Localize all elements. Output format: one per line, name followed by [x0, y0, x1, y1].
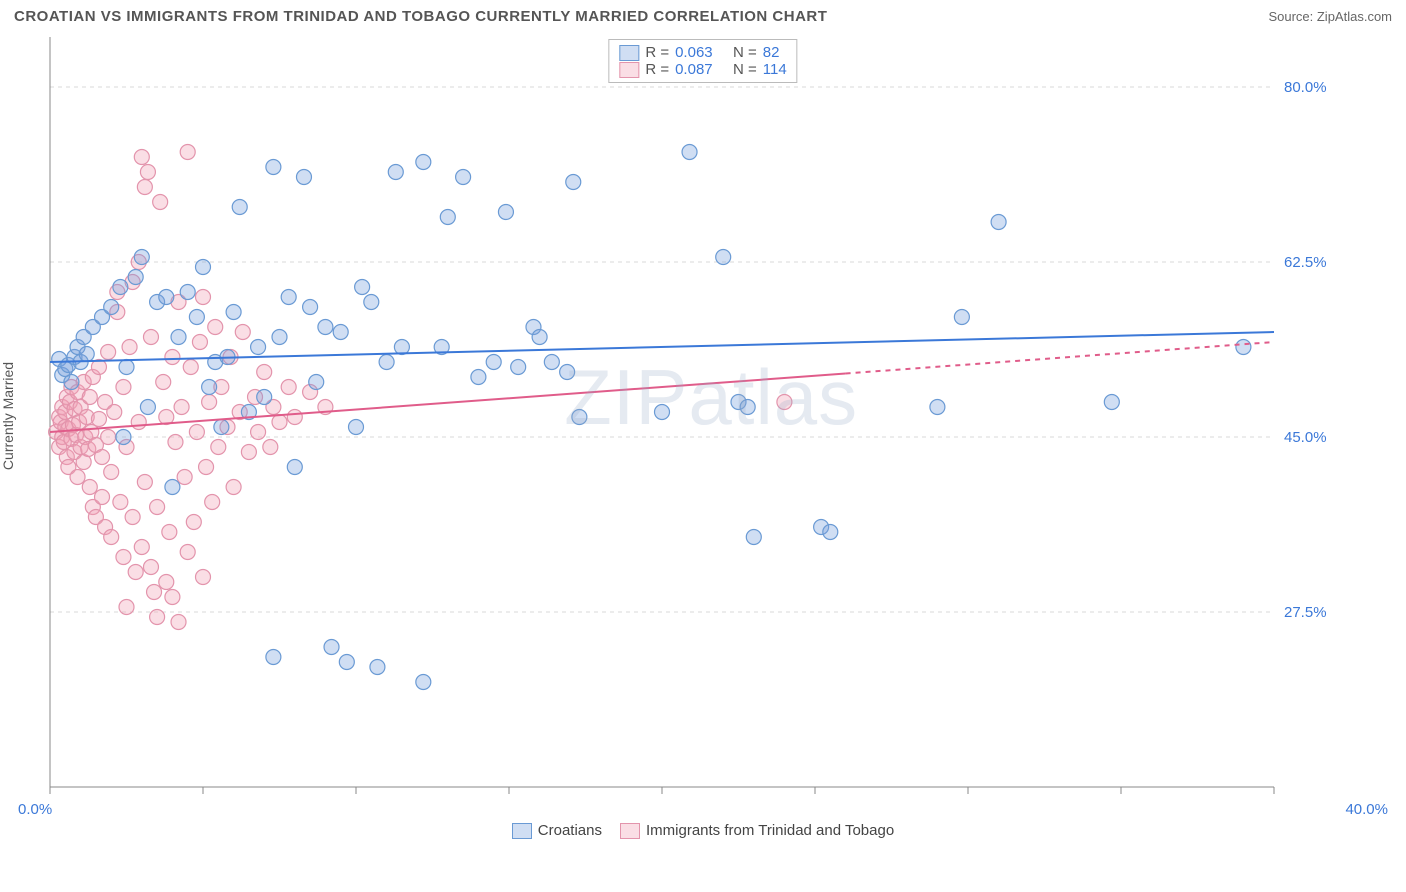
legend-row: R = 0.087 N = 114: [619, 61, 786, 78]
series-swatch-1: [620, 823, 640, 839]
r-label: R =: [645, 44, 669, 61]
n-label: N =: [733, 44, 757, 61]
chart-title: CROATIAN VS IMMIGRANTS FROM TRINIDAD AND…: [14, 8, 827, 25]
legend-item: Croatians: [512, 822, 602, 839]
series-swatch-0: [619, 45, 639, 61]
r-label: R =: [645, 61, 669, 78]
r-value-1: 0.087: [675, 61, 713, 78]
svg-text:45.0%: 45.0%: [1284, 429, 1327, 446]
x-axis-labels: 0.0% 40.0%: [14, 801, 1392, 818]
svg-text:27.5%: 27.5%: [1284, 604, 1327, 621]
scatter-plot: 27.5% 45.0% 62.5% 80.0%: [14, 31, 1344, 801]
series-legend: Croatians Immigrants from Trinidad and T…: [14, 818, 1392, 839]
series-name-1: Immigrants from Trinidad and Tobago: [646, 822, 894, 839]
title-bar: CROATIAN VS IMMIGRANTS FROM TRINIDAD AND…: [0, 0, 1406, 29]
series-name-0: Croatians: [538, 822, 602, 839]
correlation-legend: R = 0.063 N = 82 R = 0.087 N = 114: [608, 39, 797, 83]
x-max-label: 40.0%: [1345, 801, 1388, 818]
legend-row: R = 0.063 N = 82: [619, 44, 786, 61]
source-label: Source: ZipAtlas.com: [1268, 9, 1392, 24]
r-value-0: 0.063: [675, 44, 713, 61]
n-value-0: 82: [763, 44, 780, 61]
x-min-label: 0.0%: [18, 801, 52, 818]
svg-text:80.0%: 80.0%: [1284, 79, 1327, 96]
series-swatch-0: [512, 823, 532, 839]
n-label: N =: [733, 61, 757, 78]
n-value-1: 114: [763, 61, 787, 78]
chart-area: Currently Married 27.5%45.0%62.5%80.0% Z…: [14, 31, 1392, 801]
legend-item: Immigrants from Trinidad and Tobago: [620, 822, 894, 839]
series-swatch-1: [619, 62, 639, 78]
svg-text:62.5%: 62.5%: [1284, 254, 1327, 271]
y-axis-label: Currently Married: [0, 362, 16, 470]
